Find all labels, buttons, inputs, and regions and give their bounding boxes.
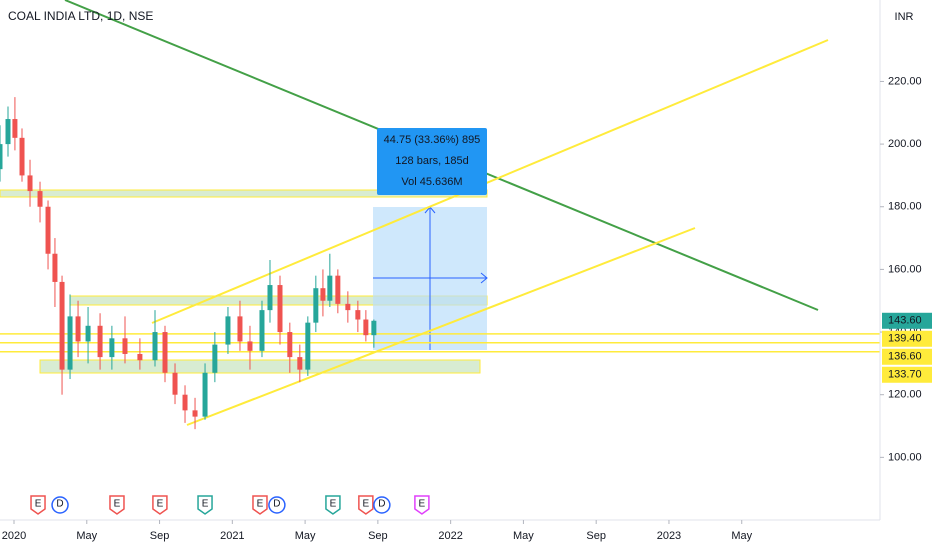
event-icon xyxy=(268,496,286,514)
x-tick-label: May xyxy=(731,530,752,542)
price-label: 139.40 xyxy=(888,333,922,345)
arrow-head xyxy=(480,272,488,284)
candle-body xyxy=(297,357,303,370)
event-icon xyxy=(109,495,125,515)
candle-body xyxy=(52,253,58,282)
event-label: D xyxy=(378,499,385,510)
price-label-box xyxy=(882,330,932,347)
candle-body xyxy=(305,322,311,370)
candle-body xyxy=(192,410,198,417)
candle-body xyxy=(363,319,369,336)
price-label-box xyxy=(882,366,932,383)
candle-body xyxy=(27,175,33,192)
candle-body xyxy=(172,372,178,395)
y-tick-label: 120.00 xyxy=(888,389,922,401)
event-label: E xyxy=(257,499,264,510)
candle-body xyxy=(277,285,283,333)
event-label: E xyxy=(202,499,209,510)
candle-body xyxy=(287,332,293,358)
x-tick-label: 2023 xyxy=(657,530,681,542)
zone xyxy=(0,189,488,198)
chart-title: COAL INDIA LTD, 1D, NSE xyxy=(8,9,153,23)
trend-line xyxy=(186,227,696,426)
candle-body xyxy=(335,275,341,304)
x-tick-label: May xyxy=(513,530,534,542)
candle-body xyxy=(67,316,73,370)
x-tick-label: May xyxy=(76,530,97,542)
y-tick-label: 220.00 xyxy=(888,75,922,87)
event-label: E xyxy=(363,499,370,510)
x-tick-label: Sep xyxy=(586,530,606,542)
event-label: D xyxy=(273,499,280,510)
x-tick-label: May xyxy=(295,530,316,542)
candle-body xyxy=(259,310,265,351)
event-label: E xyxy=(35,499,42,510)
price-label: 133.70 xyxy=(888,369,922,381)
candle-body xyxy=(212,344,218,373)
candle-body xyxy=(5,119,11,145)
price-label: 136.60 xyxy=(888,351,922,363)
event-icon xyxy=(197,495,213,515)
price-label: 143.60 xyxy=(888,315,922,327)
candle-body xyxy=(345,303,351,311)
event-icon xyxy=(30,495,46,515)
candle-body xyxy=(109,338,115,358)
candle-body xyxy=(45,206,51,254)
event-icon xyxy=(325,495,341,515)
event-label: E xyxy=(419,499,426,510)
event-icon xyxy=(152,495,168,515)
x-tick-label: 2020 xyxy=(2,530,26,542)
candle-body xyxy=(225,316,231,345)
candle-body xyxy=(371,320,377,336)
x-tick-label: Sep xyxy=(150,530,170,542)
measure-text: 44.75 (33.36%) 895 xyxy=(384,134,481,146)
y-tick-label: 100.00 xyxy=(888,451,922,463)
candle-body xyxy=(267,285,273,311)
x-tick-label: 2021 xyxy=(220,530,244,542)
candle-body xyxy=(152,332,158,361)
x-tick-label: 2022 xyxy=(438,530,462,542)
price-label-box xyxy=(882,312,932,329)
event-label: D xyxy=(56,499,63,510)
candle-body xyxy=(137,353,143,361)
candle-body xyxy=(182,394,188,411)
candle-body xyxy=(75,316,81,342)
candle-body xyxy=(320,288,326,301)
candle-body xyxy=(85,325,91,342)
candle-body xyxy=(237,316,243,342)
candle-body xyxy=(122,338,128,354)
trend-line xyxy=(151,39,829,324)
candle-body xyxy=(313,288,319,323)
y-tick-label: 160.00 xyxy=(888,263,922,275)
event-icon xyxy=(414,495,430,515)
candle-body xyxy=(162,332,168,373)
event-icon xyxy=(358,495,374,515)
candle-body xyxy=(12,119,18,138)
candle-body xyxy=(202,372,208,417)
candle-body xyxy=(97,325,103,358)
event-label: E xyxy=(157,499,164,510)
candle-body xyxy=(355,310,361,320)
event-icon xyxy=(252,495,268,515)
measure-text: Vol 45.636M xyxy=(401,176,462,188)
event-icon xyxy=(373,496,391,514)
price-label-box xyxy=(882,348,932,365)
x-tick-label: Sep xyxy=(368,530,388,542)
zone xyxy=(39,359,481,374)
measure-label xyxy=(377,128,487,195)
candle-body xyxy=(19,137,25,176)
currency: INR xyxy=(895,11,914,23)
candle-body xyxy=(247,341,253,351)
candle-body xyxy=(0,144,3,170)
y-tick-label: 180.00 xyxy=(888,201,922,213)
candle-body xyxy=(327,275,333,301)
candle-body xyxy=(37,191,43,207)
event-label: E xyxy=(114,499,121,510)
candle-body xyxy=(59,281,65,370)
event-label: E xyxy=(330,499,337,510)
measure-text: 128 bars, 185d xyxy=(395,155,468,167)
y-tick-label: 200.00 xyxy=(888,138,922,150)
event-icon xyxy=(51,496,69,514)
